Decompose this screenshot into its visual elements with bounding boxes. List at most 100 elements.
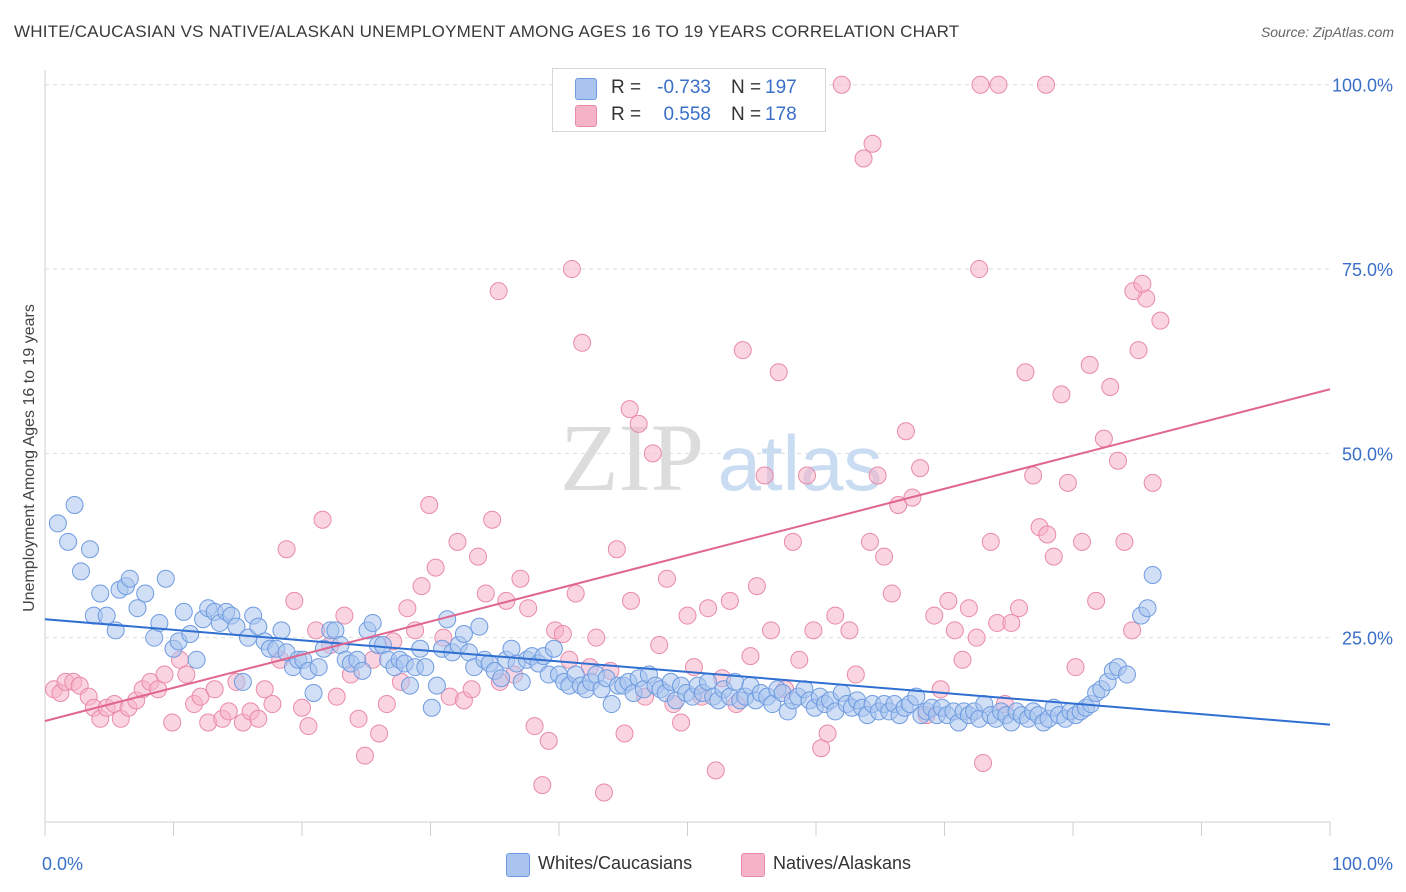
x-tick-label: 100.0%	[1332, 854, 1393, 874]
natives-point	[846, 665, 865, 684]
natives-point	[769, 363, 788, 382]
natives-point	[249, 709, 268, 728]
y-tick-label: 50.0%	[1342, 444, 1393, 464]
trend-lines	[44, 388, 1331, 726]
legend-swatch-whites	[575, 78, 597, 100]
natives-point	[621, 591, 640, 610]
natives-point	[818, 724, 837, 743]
natives-point	[370, 724, 389, 743]
whites-point	[416, 658, 435, 677]
natives-point	[349, 709, 368, 728]
natives-point	[615, 724, 634, 743]
natives-point	[672, 713, 691, 732]
whites-point	[1117, 665, 1136, 684]
whites-point	[309, 658, 328, 677]
natives-point	[699, 599, 718, 618]
whites-point	[422, 698, 441, 717]
natives-point	[1133, 274, 1152, 293]
natives-point	[1108, 451, 1127, 470]
natives-point	[398, 599, 417, 618]
natives-point	[657, 569, 676, 588]
natives-point	[1094, 429, 1113, 448]
natives-point	[313, 510, 332, 529]
whites-point	[136, 584, 155, 603]
natives-point	[607, 540, 626, 559]
natives-point	[497, 591, 516, 610]
legend-r-label: R =	[611, 77, 642, 98]
natives-point	[981, 532, 1000, 551]
whites-point	[91, 584, 110, 603]
natives-point	[804, 621, 823, 640]
natives-point	[1016, 363, 1035, 382]
natives-point	[755, 466, 774, 485]
natives-point	[678, 606, 697, 625]
natives-point	[462, 680, 481, 699]
natives-point	[1002, 613, 1021, 632]
natives-point	[566, 584, 585, 603]
natives-point	[1037, 75, 1056, 94]
natives-point	[587, 628, 606, 647]
natives-point	[1038, 525, 1057, 544]
watermark-atlas: atlas	[718, 419, 883, 507]
whites-point	[363, 613, 382, 632]
natives-point	[911, 459, 930, 478]
natives-point	[1024, 466, 1043, 485]
natives-point	[1080, 355, 1099, 374]
natives-point	[1129, 341, 1148, 360]
natives-point	[420, 495, 439, 514]
natives-point	[882, 584, 901, 603]
whites-point	[181, 625, 200, 643]
y-tick-label: 75.0%	[1342, 260, 1393, 280]
whites-point	[512, 672, 531, 691]
whites-point	[187, 650, 206, 669]
legend-n-label: N =	[731, 104, 762, 125]
natives-point	[155, 665, 174, 684]
natives-point	[896, 422, 915, 441]
natives-point	[762, 621, 781, 640]
natives-point	[1123, 621, 1142, 640]
whites-point	[233, 672, 252, 691]
natives-point	[573, 333, 592, 352]
natives-point	[539, 731, 558, 750]
natives-point	[519, 599, 538, 618]
natives-point	[426, 558, 445, 577]
natives-point	[511, 569, 530, 588]
natives-point	[620, 400, 639, 419]
legend-r-value: 0.558	[663, 104, 711, 125]
whites-point	[174, 602, 193, 621]
whites-point	[454, 625, 473, 643]
chart-title: WHITE/CAUCASIAN VS NATIVE/ALASKAN UNEMPL…	[14, 22, 960, 41]
natives-point	[989, 75, 1008, 94]
whites-point	[71, 562, 90, 581]
natives-point	[832, 75, 851, 94]
natives-point	[594, 783, 613, 802]
bottom-legend-label-natives: Natives/Alaskans	[773, 853, 912, 873]
natives-point	[629, 414, 648, 433]
natives-point	[783, 532, 802, 551]
y-tick-label: 100.0%	[1332, 76, 1393, 96]
whites-point	[120, 569, 139, 588]
natives-point	[826, 606, 845, 625]
natives-point	[970, 260, 989, 279]
natives-point	[293, 698, 311, 717]
natives-point	[553, 625, 572, 643]
natives-point	[1072, 532, 1091, 551]
natives-point	[1151, 311, 1170, 330]
natives-point	[177, 665, 196, 684]
natives-point	[263, 695, 282, 714]
natives-point	[377, 695, 396, 714]
natives-point	[945, 621, 964, 640]
whites-point	[1138, 599, 1157, 618]
natives-point	[562, 260, 581, 279]
axes	[44, 70, 1331, 836]
natives-point	[863, 134, 882, 153]
natives-point	[1066, 658, 1085, 677]
whites-point	[156, 569, 175, 588]
whites-point	[80, 540, 99, 559]
natives-point	[1115, 532, 1134, 551]
natives-point	[1058, 473, 1077, 492]
natives-point	[285, 591, 304, 610]
bottom-legend-swatch-whites	[506, 853, 530, 877]
whites-point	[304, 683, 323, 702]
